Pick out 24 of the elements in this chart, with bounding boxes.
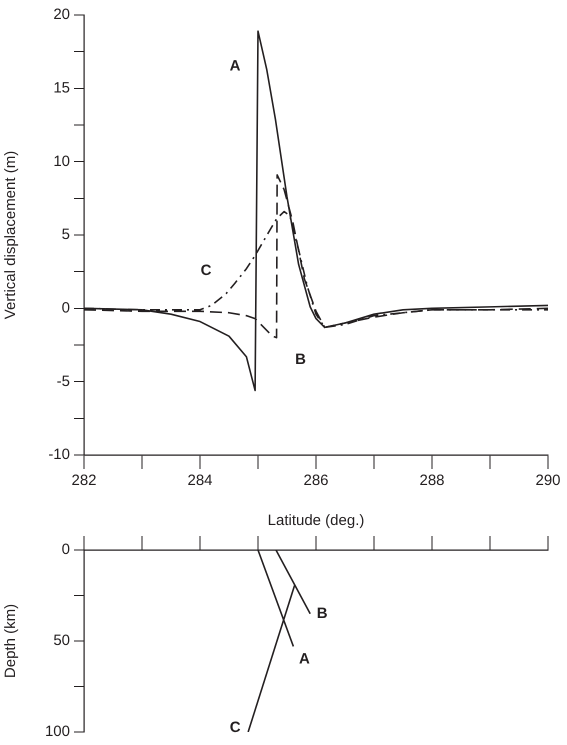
x-tick-label: 284 — [187, 472, 213, 490]
y-tick-label: 0 — [62, 541, 70, 558]
series-label: C — [230, 719, 241, 736]
y-tick-label: 0 — [62, 299, 70, 316]
series-label: A — [298, 650, 310, 668]
x-tick-label: 286 — [303, 472, 329, 490]
y-tick-label: -10 — [48, 446, 70, 464]
series-label: A — [230, 57, 241, 74]
y-axis-title: Depth (km) — [2, 604, 20, 678]
x-tick-label: 282 — [71, 472, 97, 490]
y-axis-title: Vertical displacement (m) — [2, 150, 20, 320]
y-tick-label: 100 — [44, 723, 70, 740]
series-label: B — [295, 350, 306, 368]
series-label: B — [316, 604, 328, 622]
y-tick-label: 15 — [53, 79, 70, 96]
y-tick-label: 50 — [53, 632, 70, 650]
y-tick-label: 10 — [53, 152, 70, 170]
x-tick-label: 290 — [535, 472, 561, 490]
series-label: C — [200, 262, 212, 279]
y-tick-label: -5 — [56, 372, 70, 390]
x-tick-label: 288 — [419, 472, 445, 490]
y-tick-label: 5 — [62, 226, 70, 244]
x-axis-title: Latitude (deg.) — [268, 512, 364, 530]
y-tick-label: 20 — [53, 6, 70, 24]
